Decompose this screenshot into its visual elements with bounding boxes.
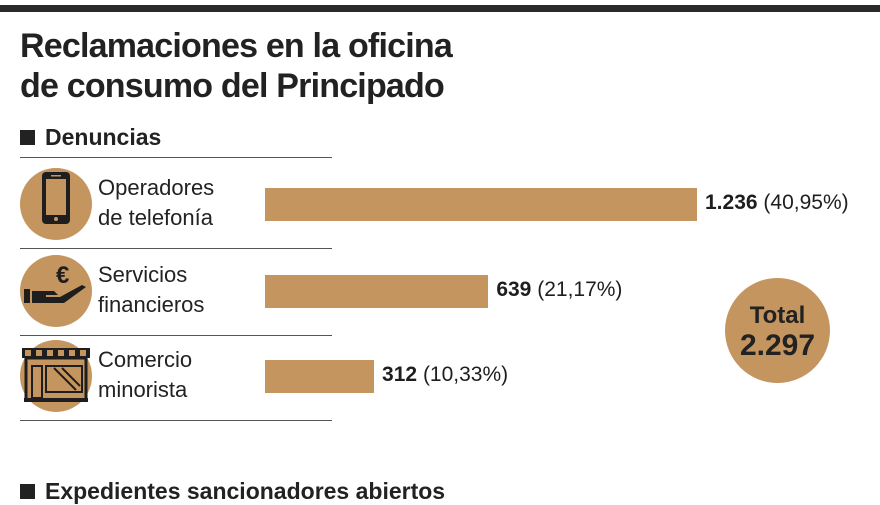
- divider: [20, 248, 332, 249]
- total-badge: Total 2.297: [725, 278, 830, 383]
- smartphone-icon: [20, 168, 92, 240]
- total-value: 2.297: [739, 329, 816, 362]
- value-label: 312: [382, 363, 418, 386]
- title-line-1: Reclamaciones en la oficina: [20, 27, 453, 65]
- square-bullet-icon: [20, 484, 35, 499]
- square-bullet-icon: [20, 130, 35, 145]
- divider: [20, 335, 332, 336]
- divider: [20, 157, 332, 158]
- category-label-line1: Operadores: [98, 175, 215, 200]
- value-label: 639: [496, 278, 532, 301]
- section-expedientes: Expedientes sancionadores abiertos: [20, 478, 445, 505]
- chart-title: Reclamaciones en la oficina de consumo d…: [20, 26, 453, 106]
- section-title: Denuncias: [45, 124, 162, 150]
- percent-label: (10,33%): [422, 363, 509, 386]
- category-label: Servicios financieros: [98, 260, 204, 320]
- category-label: Operadores de telefonía: [98, 173, 214, 233]
- data-label: 312 (10,33%): [382, 363, 508, 387]
- category-label-line2: minorista: [98, 377, 188, 402]
- data-label: 639 (21,17%): [496, 278, 622, 302]
- value-label: 1.236: [705, 191, 758, 214]
- svg-text:€: €: [56, 262, 69, 289]
- title-line-2: de consumo del Principado: [20, 67, 445, 105]
- shop-icon: [20, 340, 92, 412]
- euro-hand-icon: €: [20, 255, 92, 327]
- category-label-line2: de telefonía: [98, 205, 213, 230]
- section-title: Expedientes sancionadores abiertos: [45, 478, 446, 504]
- section-denuncias: Denuncias: [20, 124, 161, 151]
- bar: [265, 360, 375, 393]
- category-label-line1: Servicios: [98, 262, 188, 287]
- divider: [20, 420, 332, 421]
- data-label: 1.236 (40,95%): [705, 191, 849, 215]
- category-label-line2: financieros: [98, 292, 205, 317]
- percent-label: (40,95%): [763, 191, 849, 214]
- bar: [265, 188, 697, 221]
- category-label-line1: Comercio: [98, 347, 193, 372]
- total-label: Total: [749, 302, 806, 329]
- percent-label: (21,17%): [537, 278, 623, 301]
- top-rule: [0, 5, 880, 12]
- category-label: Comercio minorista: [98, 345, 192, 405]
- bar: [265, 275, 489, 308]
